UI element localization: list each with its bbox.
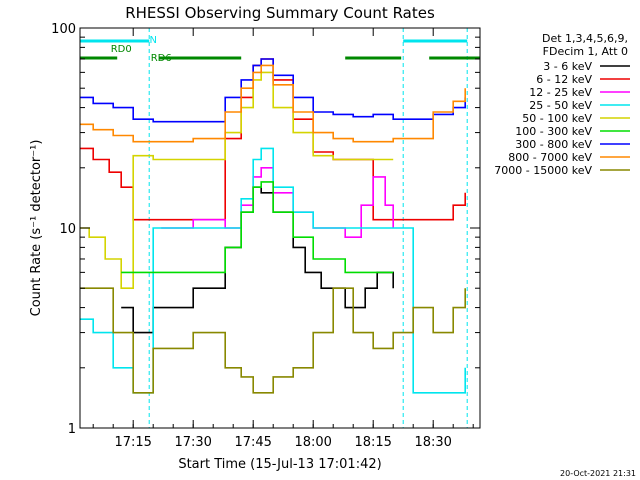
legend-label: 100 - 300 keV: [515, 125, 592, 138]
legend-label: 6 - 12 keV: [536, 73, 592, 86]
x-tick-label: 18:30: [414, 435, 451, 450]
series-line-7: [80, 64, 466, 143]
annotation-rd6: RD6: [151, 53, 172, 64]
legend-label: 50 - 100 keV: [522, 112, 592, 125]
footer-date: 20-Oct-2021 21:31: [560, 469, 636, 478]
chart-title: RHESSI Observing Summary Count Rates: [125, 4, 435, 22]
x-tick-label: 17:30: [174, 435, 211, 450]
legend-label: 12 - 25 keV: [529, 86, 592, 99]
legend-label: 25 - 50 keV: [529, 99, 592, 112]
legend-header-line-1: Det 1,3,4,5,6,9,: [542, 32, 628, 45]
legend-label: 7000 - 15000 keV: [494, 164, 592, 177]
y-tick-label: 1: [68, 422, 76, 437]
annotation-rd0: RD0: [111, 44, 132, 55]
legend-label: 300 - 800 keV: [515, 138, 592, 151]
y-tick-label: 100: [51, 22, 76, 37]
series-line-8: [80, 287, 466, 394]
annotation-n: N: [149, 35, 156, 46]
series-line-5: [121, 181, 394, 274]
legend-label: 3 - 6 keV: [543, 60, 592, 73]
series-lines: [80, 58, 466, 394]
x-tick-label: 17:45: [234, 435, 271, 450]
x-axis-label: Start Time (15-Jul-13 17:01:42): [178, 457, 381, 472]
y-axis-ticks: 1 10 100: [51, 22, 480, 437]
x-tick-label: 18:00: [294, 435, 331, 450]
y-axis-label: Count Rate (s⁻¹ detector⁻¹): [29, 140, 44, 317]
x-tick-label: 18:15: [354, 435, 391, 450]
y-tick-label: 10: [59, 222, 76, 237]
annotations: N RD0 RD6: [111, 35, 172, 64]
legend-header-line-2: FDecim 1, Att 0: [543, 45, 628, 58]
x-tick-label: 17:15: [114, 435, 151, 450]
legend-label: 800 - 7000 keV: [508, 151, 592, 164]
legend: Det 1,3,4,5,6,9, FDecim 1, Att 0 3 - 6 k…: [494, 32, 630, 177]
x-axis-ticks: 17:15 17:30 17:45 18:00 18:15 18:30: [92, 28, 474, 450]
